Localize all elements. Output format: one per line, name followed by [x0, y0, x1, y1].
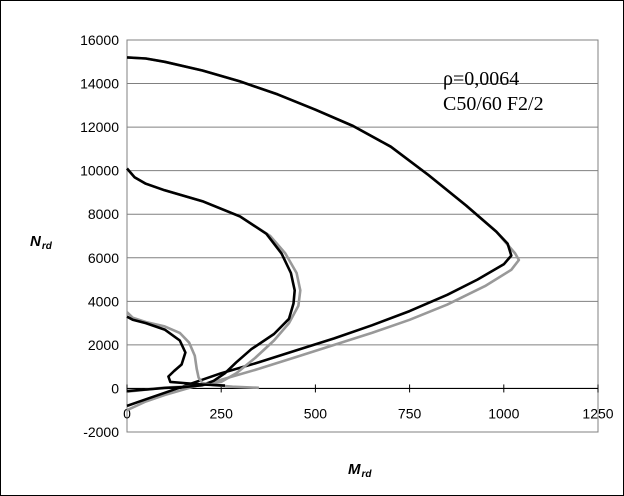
plot-area	[126, 39, 599, 433]
y-tick-label: 8000	[88, 206, 119, 222]
x-tick-label: 500	[304, 405, 328, 421]
y-tick-label: 4000	[88, 293, 119, 309]
series-lines	[126, 56, 521, 412]
x-axis-label: Mrd	[348, 461, 372, 480]
annotation-concrete-class: C50/60 F2/2	[443, 93, 544, 115]
y-tick-label: 10000	[80, 163, 119, 179]
y-tick-label: 6000	[88, 250, 119, 266]
y-tick-label: 0	[111, 380, 119, 396]
y-axis-label: Nrd	[30, 233, 53, 252]
series-line-6	[126, 315, 226, 387]
tick-labels: -200002000400060008000100001200014000160…	[80, 32, 614, 440]
x-tick-label: 1250	[582, 405, 613, 421]
x-tick-label: 250	[210, 405, 234, 421]
y-tick-label: 16000	[80, 32, 119, 48]
y-tick-label: 14000	[80, 76, 119, 92]
annotation-reinforcement-ratio: ρ=0,0064	[443, 68, 519, 90]
x-tick-label: 0	[123, 405, 131, 421]
x-tick-label: 1000	[488, 405, 519, 421]
y-tick-label: -2000	[83, 424, 119, 440]
y-tick-label: 2000	[88, 337, 119, 353]
x-tick-label: 750	[398, 405, 422, 421]
y-tick-label: 12000	[80, 119, 119, 135]
series-line-2	[126, 56, 513, 408]
